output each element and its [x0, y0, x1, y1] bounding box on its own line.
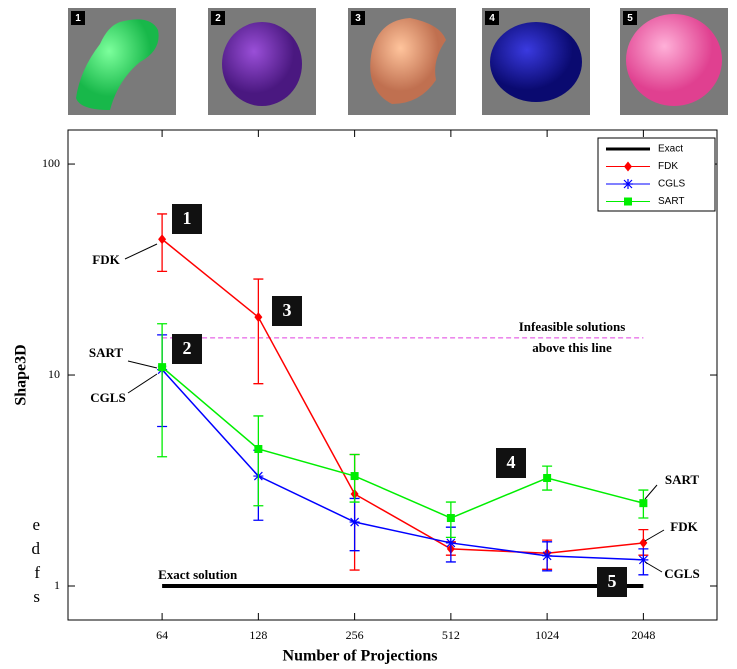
x-tick-label: 1024	[535, 628, 559, 642]
data-point	[158, 363, 166, 371]
y-tick-label: 100	[42, 156, 60, 170]
side-text-fragment: s	[33, 587, 40, 606]
figure: Number of Projections Shape3D 12345edfs1…	[0, 0, 737, 669]
x-tick-label: 64	[156, 628, 168, 642]
error-bar	[157, 324, 167, 457]
callout-label: 2	[183, 338, 192, 358]
side-text-fragment: d	[32, 539, 41, 558]
side-text-fragment: f	[34, 563, 40, 582]
series-annotation: FDK	[670, 519, 698, 534]
y-axis-label: Shape3D	[13, 344, 30, 405]
data-point	[158, 234, 166, 244]
legend-marker	[624, 198, 632, 206]
callout-label: 1	[183, 208, 192, 228]
thumbnail-label: 1	[75, 13, 81, 24]
series-line	[162, 367, 643, 518]
legend-label: SART	[658, 196, 685, 207]
series	[157, 214, 648, 570]
series	[157, 324, 648, 538]
series-line	[162, 239, 643, 553]
legend-label: Exact	[658, 144, 683, 155]
data-point	[543, 474, 551, 482]
x-tick-label: 2048	[631, 628, 655, 642]
legend: Exact FDK CGLS SART	[598, 138, 715, 211]
callout-label: 4	[507, 452, 516, 472]
series-annotation: CGLS	[90, 390, 125, 405]
annotation-leader	[128, 374, 157, 393]
thumbnail-shape	[222, 22, 302, 106]
side-text-fragment: e	[32, 515, 40, 534]
x-tick-label: 128	[249, 628, 267, 642]
data-point	[254, 312, 262, 322]
annotation-leader	[645, 562, 662, 572]
legend-label: CGLS	[658, 179, 686, 190]
data-point	[254, 445, 262, 453]
error-bar	[253, 279, 263, 384]
error-bar	[253, 416, 263, 506]
data-point	[446, 538, 456, 548]
callout-label: 3	[283, 300, 292, 320]
thumbnail-label: 2	[215, 13, 221, 24]
data-point	[350, 517, 360, 527]
thumbnail-shape	[626, 14, 722, 106]
series-line	[162, 370, 643, 560]
annotation-leader	[645, 530, 664, 541]
annotation-leader	[125, 244, 157, 259]
data-point	[447, 514, 455, 522]
y-tick-label: 1	[54, 578, 60, 592]
y-tick-label: 10	[48, 367, 60, 381]
thumbnail-shape	[490, 22, 582, 102]
thumbnail-label: 4	[489, 13, 495, 24]
legend-marker	[623, 179, 633, 189]
series-annotation: SART	[89, 345, 124, 360]
series-annotation: CGLS	[664, 566, 699, 581]
x-tick-label: 512	[442, 628, 460, 642]
series	[157, 335, 648, 575]
series-annotation: SART	[665, 472, 700, 487]
x-tick-label: 256	[346, 628, 364, 642]
annotation-leader	[128, 361, 157, 368]
data-point	[351, 472, 359, 480]
thumbnail-label: 5	[627, 13, 633, 24]
legend-label: FDK	[658, 161, 678, 172]
x-axis-label: Number of Projections	[283, 648, 438, 665]
page: {"thumbnail_labels": ["1", "2", "3", "4"…	[0, 0, 737, 669]
thumbnail-label: 3	[355, 13, 361, 24]
data-point	[639, 499, 647, 507]
series-annotation: FDK	[92, 252, 120, 267]
threshold-label: Infeasible solutions	[519, 319, 626, 334]
reference-label: Exact solution	[158, 567, 238, 582]
threshold-label: above this line	[532, 340, 612, 355]
data-point	[542, 551, 552, 561]
annotation-leader	[645, 485, 657, 499]
callout-label: 5	[608, 571, 617, 591]
data-point	[639, 538, 647, 548]
